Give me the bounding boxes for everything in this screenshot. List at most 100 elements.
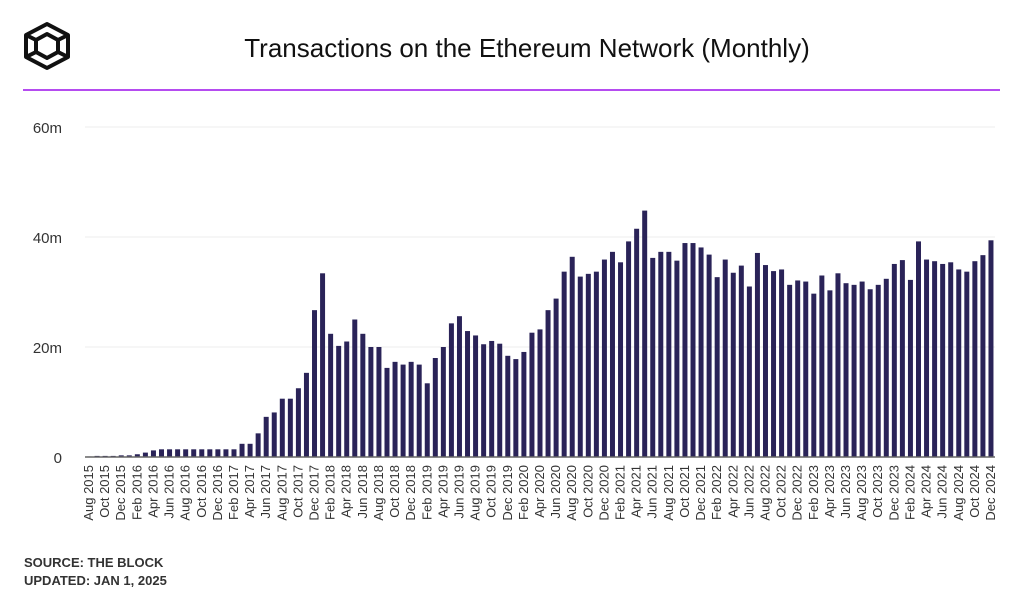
x-tick-label: Oct 2020 — [580, 465, 595, 518]
bar — [159, 449, 165, 457]
bar — [239, 443, 245, 457]
bar — [746, 286, 752, 457]
bar — [851, 284, 857, 457]
bar — [666, 251, 672, 457]
x-tick-label: Aug 2020 — [564, 465, 579, 521]
x-tick-label: Aug 2019 — [468, 465, 483, 521]
the-block-logo-icon — [24, 22, 70, 70]
bar — [416, 364, 422, 457]
x-tick-label: Apr 2019 — [435, 465, 450, 518]
bar — [698, 247, 704, 457]
bar — [674, 260, 680, 457]
x-tick-label: Oct 2016 — [194, 465, 209, 518]
chart-title: Transactions on the Ethereum Network (Mo… — [244, 33, 810, 63]
x-tick-label: Feb 2019 — [419, 465, 434, 520]
bar — [392, 361, 398, 457]
bar — [867, 289, 873, 457]
bar — [448, 323, 454, 457]
bar — [932, 261, 938, 457]
bar — [650, 257, 656, 457]
bar — [150, 450, 156, 457]
bar — [779, 269, 785, 457]
bar — [376, 347, 382, 457]
x-tick-label: Oct 2018 — [387, 465, 402, 518]
bar — [537, 329, 543, 457]
bar — [199, 449, 205, 457]
bar — [424, 383, 430, 457]
updated-note: UPDATED: JAN 1, 2025 — [24, 573, 167, 588]
bar — [730, 272, 736, 457]
bar — [803, 281, 809, 457]
bar — [223, 449, 229, 457]
x-tick-label: Aug 2024 — [951, 465, 966, 521]
bar — [577, 276, 583, 457]
bar — [344, 341, 350, 457]
bar — [722, 259, 728, 457]
bar — [126, 455, 132, 457]
y-tick-label: 0 — [54, 450, 62, 467]
bar — [706, 254, 712, 457]
bar — [714, 277, 720, 457]
x-tick-label: Feb 2023 — [806, 465, 821, 520]
bar — [956, 269, 962, 457]
x-tick-label: Apr 2016 — [145, 465, 160, 518]
bar — [754, 252, 760, 457]
bar — [287, 398, 293, 457]
bar — [175, 449, 181, 457]
bar — [215, 449, 221, 457]
x-tick-label: Oct 2024 — [967, 465, 982, 518]
x-tick-label: Apr 2020 — [532, 465, 547, 518]
bar — [432, 358, 438, 457]
bar — [473, 335, 479, 457]
bar — [891, 263, 897, 457]
y-tick-label: 20m — [33, 340, 62, 357]
y-tick-label: 40m — [33, 230, 62, 247]
bar — [247, 443, 253, 457]
bar — [440, 347, 446, 457]
bar — [907, 279, 913, 457]
bar — [593, 271, 599, 457]
bar — [553, 298, 559, 457]
x-tick-label: Apr 2022 — [725, 465, 740, 518]
bar — [738, 265, 744, 457]
bar — [875, 284, 881, 457]
bar — [352, 319, 358, 457]
bar — [771, 271, 777, 457]
x-tick-label: Aug 2022 — [757, 465, 772, 521]
bar — [360, 333, 366, 457]
bar — [601, 259, 607, 457]
x-tick-label: Dec 2023 — [886, 465, 901, 521]
x-tick-label: Jun 2022 — [741, 465, 756, 519]
title-divider — [23, 89, 1000, 91]
bar — [142, 452, 148, 457]
x-tick-label: Feb 2024 — [902, 465, 917, 520]
x-tick-label: Apr 2017 — [242, 465, 257, 518]
source-note: SOURCE: THE BLOCK — [24, 555, 164, 570]
x-tick-label: Aug 2015 — [81, 465, 96, 521]
bar — [972, 261, 978, 457]
bar — [384, 367, 390, 457]
bar — [843, 283, 849, 457]
bar — [295, 388, 301, 457]
bar — [545, 310, 551, 457]
bar — [988, 240, 994, 457]
x-tick-label: Feb 2018 — [323, 465, 338, 520]
x-tick-label: Oct 2015 — [97, 465, 112, 518]
bar — [835, 273, 841, 457]
x-tick-label: Jun 2018 — [355, 465, 370, 519]
bar — [634, 228, 640, 457]
bar — [320, 273, 326, 457]
bar — [303, 372, 309, 457]
bar — [529, 332, 535, 457]
x-tick-label: Apr 2021 — [629, 465, 644, 518]
x-tick-label: Feb 2016 — [129, 465, 144, 520]
x-tick-label: Aug 2017 — [274, 465, 289, 521]
bar — [279, 398, 285, 457]
x-tick-label: Dec 2024 — [983, 465, 998, 521]
x-tick-label: Oct 2023 — [870, 465, 885, 518]
x-tick-label: Feb 2021 — [613, 465, 628, 520]
bar — [465, 331, 471, 457]
x-tick-label: Oct 2022 — [774, 465, 789, 518]
x-tick-label: Dec 2016 — [210, 465, 225, 521]
bar — [787, 284, 793, 457]
